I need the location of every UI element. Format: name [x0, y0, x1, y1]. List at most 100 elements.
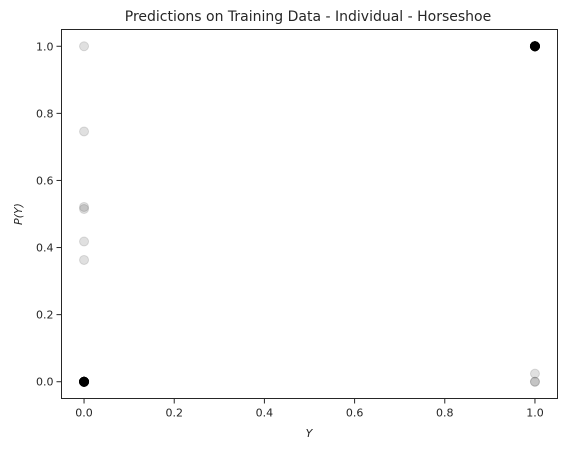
data-point	[529, 41, 540, 52]
data-point	[529, 41, 540, 52]
data-point	[79, 376, 90, 387]
data-point	[529, 41, 540, 52]
data-point	[79, 376, 90, 387]
data-point	[529, 41, 540, 52]
data-point	[529, 41, 540, 52]
data-point	[79, 376, 90, 387]
data-point	[529, 41, 540, 52]
data-point	[79, 376, 90, 387]
data-point	[79, 376, 90, 387]
data-point	[529, 41, 540, 52]
x-tick-label: 0.4	[256, 407, 274, 420]
data-point	[79, 376, 90, 387]
data-point	[79, 376, 90, 387]
data-point	[529, 376, 540, 387]
data-point	[529, 41, 540, 52]
data-point	[79, 376, 90, 387]
data-point	[529, 41, 540, 52]
data-point	[79, 376, 90, 387]
y-tick-label: 0.0	[36, 376, 54, 389]
data-point	[529, 41, 540, 52]
data-point	[79, 376, 90, 387]
data-point	[79, 376, 90, 387]
data-point	[79, 203, 90, 214]
data-point	[529, 41, 540, 52]
y-tick-label: 0.2	[36, 309, 54, 322]
data-point	[529, 41, 540, 52]
data-point	[529, 41, 540, 52]
data-point	[79, 376, 90, 387]
plot-frame	[61, 29, 558, 399]
data-point	[79, 376, 90, 387]
data-point	[529, 41, 540, 52]
data-point	[79, 376, 90, 387]
data-point	[529, 41, 540, 52]
data-point	[529, 368, 540, 379]
data-point	[79, 376, 90, 387]
data-point	[79, 376, 90, 387]
data-point	[529, 41, 540, 52]
y-tick-label: 0.6	[36, 174, 54, 187]
y-tick-label: 1.0	[36, 40, 54, 53]
data-point	[79, 376, 90, 387]
data-point	[529, 41, 540, 52]
data-point	[79, 376, 90, 387]
data-point	[79, 126, 90, 137]
x-axis-label: Y	[306, 427, 314, 440]
axis-ticks: 0.0 0.2 0.4 0.6 0.8 1.0 0.0 0.2 0.4 0.6 0.8 1.0	[36, 40, 544, 419]
data-point	[79, 376, 90, 387]
data-point	[529, 41, 540, 52]
data-point	[79, 376, 90, 387]
data-point	[529, 41, 540, 52]
data-point	[529, 41, 540, 52]
data-point	[79, 201, 90, 212]
data-point	[79, 376, 90, 387]
data-point	[79, 236, 90, 247]
x-tick-label: 0.6	[346, 407, 364, 420]
data-point	[79, 376, 90, 387]
data-point	[79, 376, 90, 387]
data-point	[529, 41, 540, 52]
data-point	[529, 41, 540, 52]
y-tick-label: 0.8	[36, 107, 54, 120]
data-point	[79, 376, 90, 387]
data-point	[79, 376, 90, 387]
data-point	[529, 41, 540, 52]
data-point	[79, 376, 90, 387]
data-point	[79, 376, 90, 387]
data-point	[529, 41, 540, 52]
x-tick-label: 1.0	[526, 407, 544, 420]
data-point	[79, 376, 90, 387]
data-point	[79, 376, 90, 387]
data-point	[529, 41, 540, 52]
data-point	[529, 41, 540, 52]
data-point	[529, 41, 540, 52]
data-point	[79, 376, 90, 387]
data-point	[79, 376, 90, 387]
data-point	[529, 41, 540, 52]
data-point	[529, 41, 540, 52]
data-point	[529, 41, 540, 52]
data-point	[529, 41, 540, 52]
data-point	[79, 254, 90, 265]
data-point	[529, 41, 540, 52]
data-point	[79, 376, 90, 387]
data-point	[79, 376, 90, 387]
data-point	[529, 41, 540, 52]
data-point	[529, 41, 540, 52]
x-tick-label: 0.2	[165, 407, 183, 420]
data-point	[79, 376, 90, 387]
data-point	[529, 41, 540, 52]
x-tick-label: 0.8	[436, 407, 454, 420]
data-point	[529, 41, 540, 52]
x-tick-label: 0.0	[75, 407, 93, 420]
data-point	[529, 41, 540, 52]
data-point	[529, 41, 540, 52]
data-point	[79, 376, 90, 387]
data-point	[79, 376, 90, 387]
data-point	[79, 41, 90, 52]
data-point	[529, 376, 540, 387]
data-point	[79, 376, 90, 387]
y-axis-label: P(Y)	[12, 203, 25, 225]
